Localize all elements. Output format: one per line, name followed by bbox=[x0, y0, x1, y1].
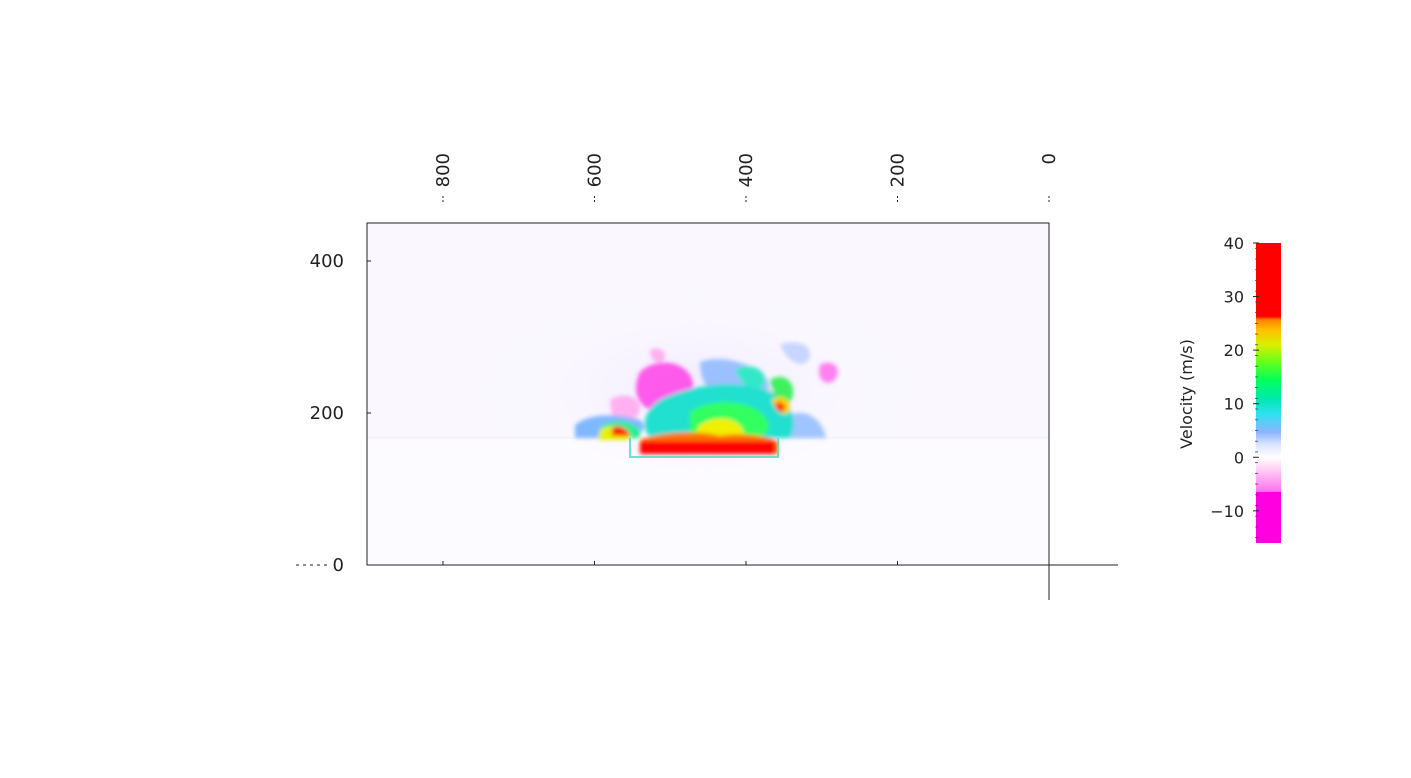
plot-area bbox=[366, 222, 1050, 566]
source-core bbox=[640, 441, 775, 454]
y-tick-label: 0 bbox=[333, 555, 344, 576]
colorbar-ticks: 40 30 20 10 0 −10 bbox=[1210, 234, 1259, 539]
colorbar-tick-label: 0 bbox=[1234, 448, 1244, 467]
peak-velocity-region bbox=[775, 402, 785, 412]
x-tick-label: 600 bbox=[585, 153, 606, 187]
x-tick-label: 800 bbox=[433, 153, 454, 187]
low-velocity-region bbox=[780, 342, 811, 364]
peak-velocity-region bbox=[612, 426, 630, 436]
colorbar-tick-label: 30 bbox=[1224, 288, 1244, 307]
negative-velocity-region bbox=[650, 348, 666, 363]
source-box-outline bbox=[629, 438, 779, 458]
colorbar: 40 30 20 10 0 −10 Velocity (m/s) bbox=[1177, 234, 1281, 543]
plot-frame bbox=[366, 222, 1050, 566]
colorbar-tick-label: 20 bbox=[1224, 341, 1244, 360]
x-tick-label: 400 bbox=[736, 153, 757, 187]
colorbar-tick-label: 10 bbox=[1224, 395, 1244, 414]
moderate-velocity-region bbox=[735, 366, 765, 389]
colorbar-gradient bbox=[1256, 243, 1281, 543]
x-axis: 800 600 400 200 0 bbox=[433, 153, 1060, 565]
low-velocity-region bbox=[790, 412, 826, 438]
x-tick-label: 0 bbox=[1039, 153, 1060, 164]
y-tick-label: 400 bbox=[310, 251, 344, 272]
y-axis: 400 200 0 bbox=[296, 251, 371, 576]
colorbar-tick-label: 40 bbox=[1224, 234, 1244, 253]
colorbar-label: Velocity (m/s) bbox=[1177, 339, 1196, 449]
x-tick-label: 200 bbox=[888, 153, 909, 187]
y-tick-label: 200 bbox=[310, 403, 344, 424]
mid-velocity-region bbox=[770, 376, 794, 404]
velocity-field bbox=[575, 342, 838, 454]
negative-velocity-region bbox=[818, 362, 838, 383]
negative-velocity-region bbox=[610, 395, 640, 422]
colorbar-tick-label: −10 bbox=[1210, 502, 1244, 521]
